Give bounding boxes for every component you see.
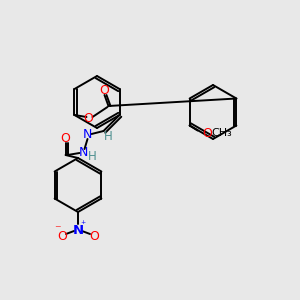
Text: O: O	[89, 230, 99, 242]
Text: O: O	[202, 127, 212, 140]
Text: N: N	[83, 128, 92, 142]
Text: N: N	[72, 224, 84, 236]
Text: O: O	[100, 83, 110, 97]
Text: O: O	[57, 230, 67, 242]
Text: H: H	[88, 149, 97, 163]
Text: CH₃: CH₃	[212, 128, 233, 139]
Text: H: H	[104, 130, 113, 143]
Text: O: O	[61, 131, 70, 145]
Text: O: O	[83, 112, 93, 124]
Text: ⁻: ⁻	[54, 224, 60, 236]
Text: N: N	[79, 146, 88, 160]
Text: ⁺: ⁺	[80, 220, 86, 230]
